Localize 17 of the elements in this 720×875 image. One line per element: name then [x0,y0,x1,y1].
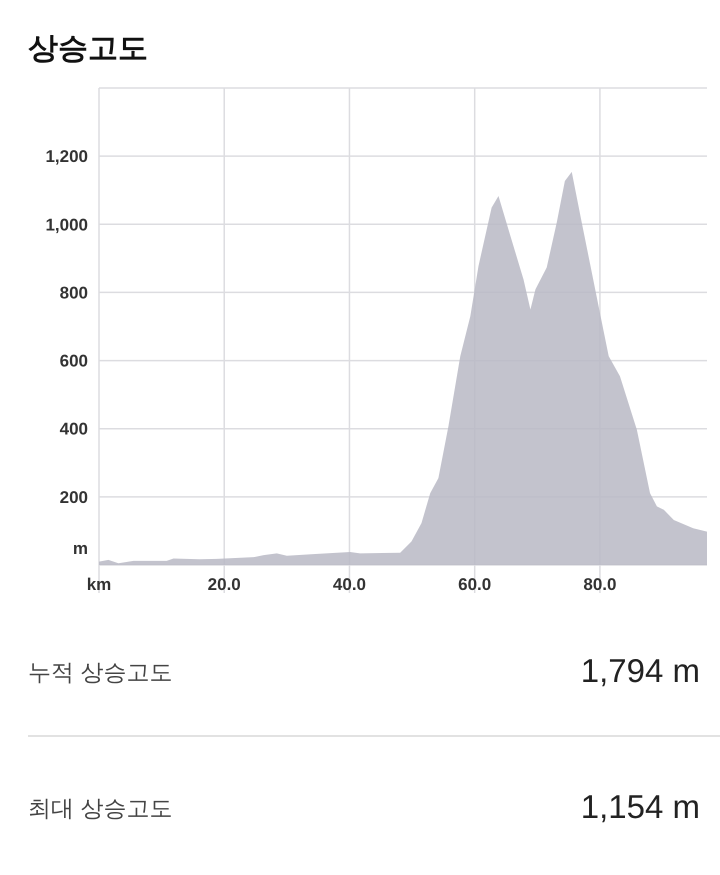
y-tick-label: 600 [60,352,88,371]
text: 누적 상승고도 [28,659,172,685]
y-tick-label: 200 [60,488,88,507]
y-axis-title: m [72,539,88,558]
text: 최대 상승고도 [28,795,172,821]
x-tick-label: 80.0 [583,575,616,594]
y-tick-label: 1,000 [45,215,88,234]
y-tick-label: 400 [60,420,88,439]
chart-title: 상승고도 [28,32,148,65]
y-tick-label: 800 [60,283,88,302]
x-tick-label: 60.0 [458,575,492,594]
x-tick-label: km [86,575,112,594]
x-tick-label: 40.0 [332,575,366,594]
text: 1,794 m [580,652,700,689]
text: 1,154 m [580,788,700,825]
y-tick-label: 1,200 [45,147,88,166]
x-tick-label: 20.0 [208,575,241,594]
